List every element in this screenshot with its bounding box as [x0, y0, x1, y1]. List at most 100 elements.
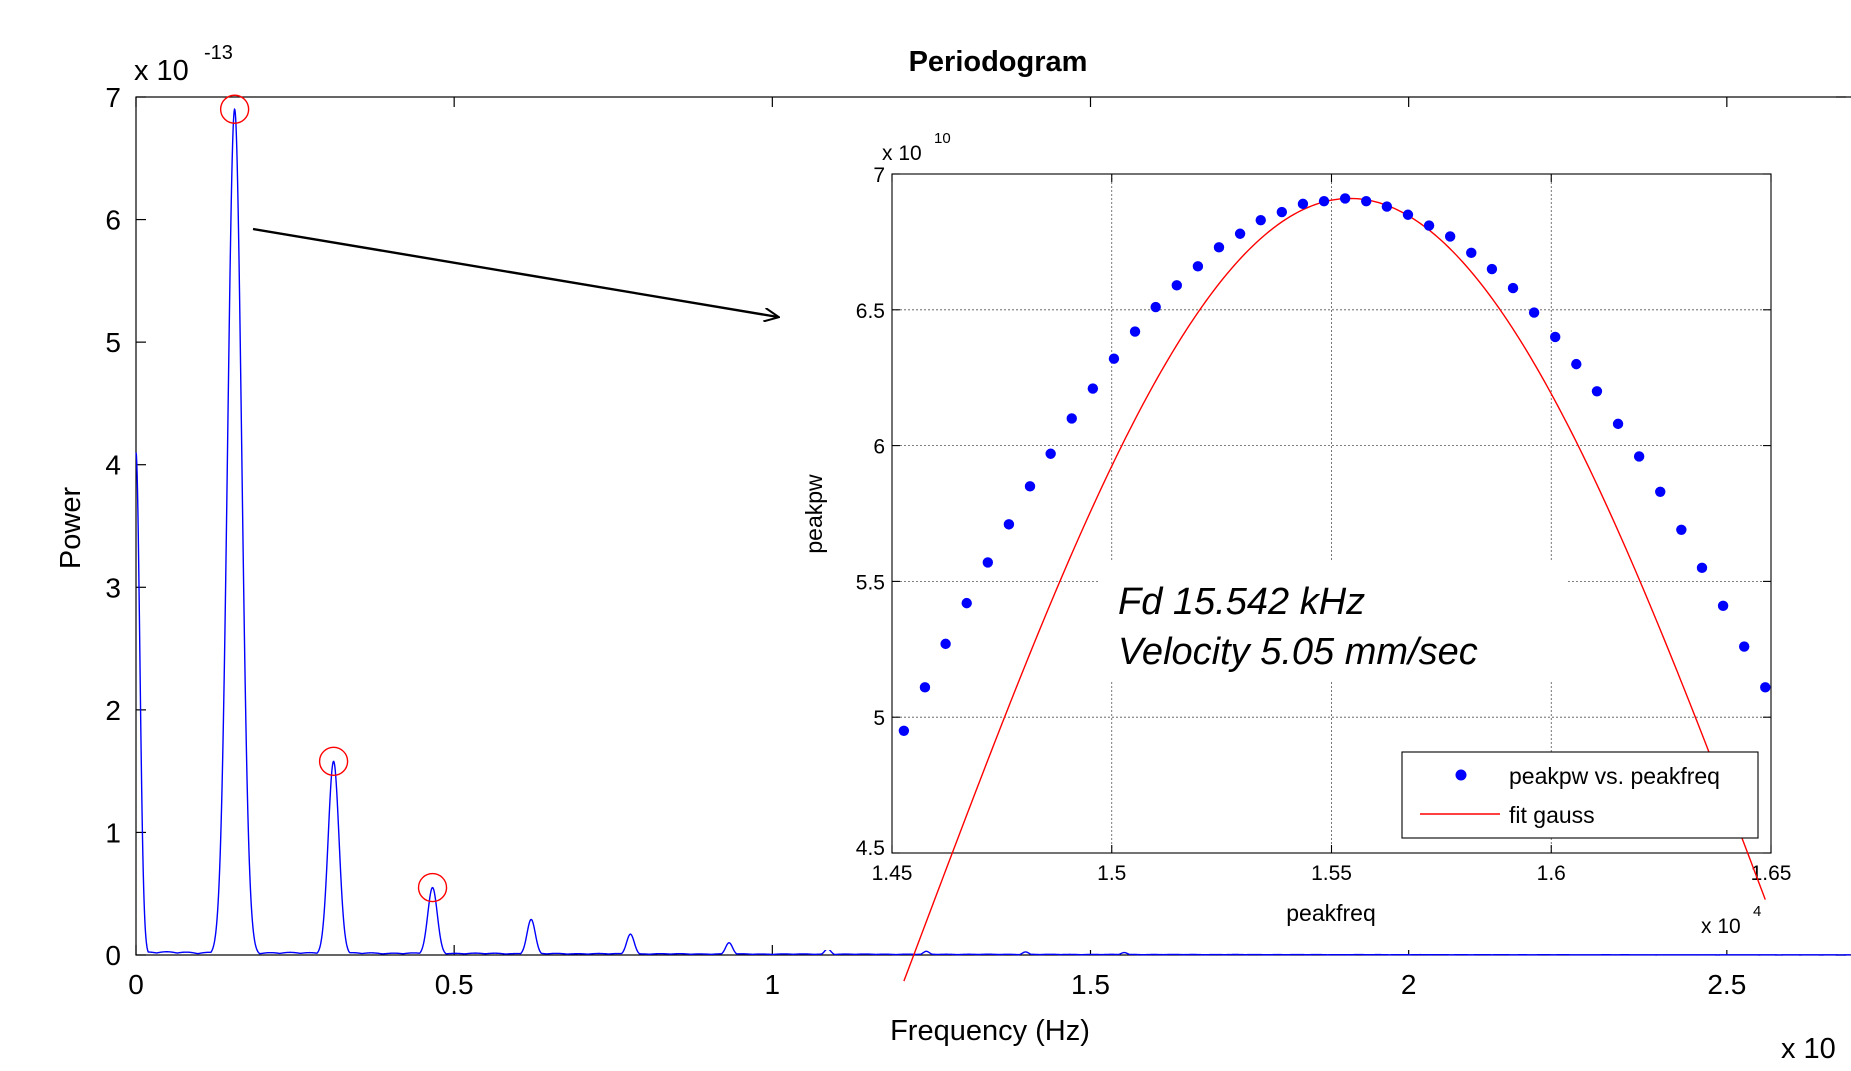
main-xtick-label: 1 — [765, 969, 781, 1000]
data-point — [1760, 682, 1771, 693]
data-point — [1003, 519, 1015, 530]
peak-circles — [219, 94, 448, 903]
data-point — [1402, 209, 1414, 220]
data-point — [1444, 231, 1456, 242]
main-ytick-label: 0 — [105, 940, 121, 971]
fit-gauss-line — [903, 197, 1766, 982]
main-tick-labels: 0 0.5 1 1.5 2 2.5 0 1 2 3 4 5 6 7 — [105, 82, 1746, 1000]
main-y-exponent-base: x 10 — [134, 55, 189, 87]
data-point — [1192, 261, 1204, 272]
main-xtick-label: 1.5 — [1071, 969, 1110, 1000]
data-point — [1129, 326, 1141, 337]
main-xtick-label: 2.5 — [1707, 969, 1746, 1000]
data-point — [1213, 242, 1225, 253]
data-point — [898, 725, 910, 736]
main-ylabel: Power — [55, 487, 87, 570]
data-point — [1255, 214, 1266, 226]
data-point — [1612, 418, 1624, 430]
data-point — [1591, 386, 1603, 397]
inset-xtick-label: 1.45 — [872, 862, 913, 885]
annotation-fd: Fd 15.542 kHz — [1118, 581, 1365, 623]
data-point — [1486, 263, 1498, 275]
legend-dot-marker — [1455, 769, 1467, 781]
legend-label-data: peakpw vs. peakfreq — [1509, 763, 1720, 789]
inset-plot: 1.45 1.5 1.55 1.6 1.65 4.5 5 5.5 6 6.5 7 Fd 15.542… — [801, 120, 1851, 982]
data-point — [940, 638, 951, 650]
legend-box — [1401, 751, 1759, 839]
main-ytick-label: 1 — [105, 817, 121, 848]
data-point — [1108, 353, 1120, 364]
data-point — [1550, 331, 1561, 343]
data-point — [1507, 282, 1519, 294]
main-y-exponent: -13 — [204, 42, 233, 64]
annotation-velocity: Velocity 5.05 mm/sec — [1118, 631, 1478, 673]
data-point — [1150, 301, 1161, 313]
data-point — [1087, 383, 1099, 394]
data-point — [1717, 600, 1729, 612]
inset-xlabel: peakfreq — [1286, 900, 1376, 926]
inset-ylabel: peakpw — [801, 474, 827, 554]
data-point — [1676, 524, 1687, 535]
peak-circle — [219, 94, 250, 124]
main-ytick-label: 2 — [105, 695, 121, 726]
data-point — [1171, 280, 1182, 291]
inset-ticks — [891, 173, 1772, 854]
data-point — [1276, 206, 1288, 218]
data-point — [1024, 481, 1036, 492]
data-point — [1318, 195, 1330, 207]
main-ytick-label: 6 — [105, 205, 121, 236]
main-xtick-label: 0 — [128, 969, 144, 1000]
data-point — [1339, 193, 1351, 204]
inset-ytick-label: 4.5 — [856, 837, 885, 860]
legend-label-fit: fit gauss — [1509, 802, 1595, 828]
inset-xtick-label: 1.5 — [1097, 862, 1126, 885]
data-point — [1361, 195, 1372, 207]
data-point — [961, 597, 972, 609]
data-point — [1381, 201, 1393, 212]
inset-ytick-label: 6 — [873, 436, 885, 459]
inset-xtick-label: 1.6 — [1537, 862, 1566, 885]
data-point — [1738, 641, 1750, 652]
inset-ytick-label: 5.5 — [856, 571, 885, 594]
main-xlabel: Frequency (Hz) — [890, 1015, 1090, 1047]
data-point — [1696, 562, 1708, 574]
inset-xtick-label: 1.65 — [1751, 862, 1792, 885]
data-point — [1045, 448, 1056, 459]
inset-y-exponent: 10 — [934, 130, 951, 147]
main-ytick-label: 3 — [105, 572, 121, 603]
data-point — [1571, 358, 1582, 370]
data-point — [1655, 486, 1666, 497]
main-title: Periodogram — [909, 46, 1088, 78]
inset-tick-labels: 1.45 1.5 1.55 1.6 1.65 4.5 5 5.5 6 6.5 7 — [856, 164, 1792, 885]
main-ytick-label: 7 — [105, 82, 121, 113]
main-xtick-label: 0.5 — [435, 969, 474, 1000]
data-point — [1466, 247, 1477, 258]
data-point — [1633, 451, 1645, 462]
main-ytick-label: 4 — [105, 450, 121, 481]
inset-y-exponent-base: x 10 — [882, 142, 922, 165]
legend: peakpw vs. peakfreq fit gauss — [1401, 751, 1759, 839]
annotation-box — [1100, 562, 1568, 682]
main-x-exponent-base: x 10 — [1781, 1033, 1836, 1065]
data-point — [919, 682, 931, 693]
arrow — [252, 227, 778, 317]
periodogram-line — [135, 107, 1851, 956]
inset-x-exponent: 4 — [1753, 903, 1761, 920]
inset-ytick-label: 6.5 — [856, 300, 885, 323]
data-point — [1423, 220, 1435, 231]
data-points — [898, 193, 1771, 736]
main-ytick-label: 5 — [105, 327, 121, 358]
data-point — [1528, 307, 1540, 318]
main-xtick-label: 2 — [1401, 969, 1417, 1000]
inset-grid — [892, 174, 1771, 853]
data-point — [1066, 413, 1077, 424]
inset-xtick-label: 1.55 — [1311, 862, 1352, 885]
inset-x-exponent-base: x 10 — [1701, 915, 1741, 938]
data-point — [1297, 198, 1309, 210]
inset-ytick-label: 7 — [873, 164, 885, 187]
data-point — [982, 557, 994, 568]
data-point — [1234, 228, 1246, 239]
peak-circle — [318, 746, 349, 777]
peak-circle — [417, 872, 448, 903]
